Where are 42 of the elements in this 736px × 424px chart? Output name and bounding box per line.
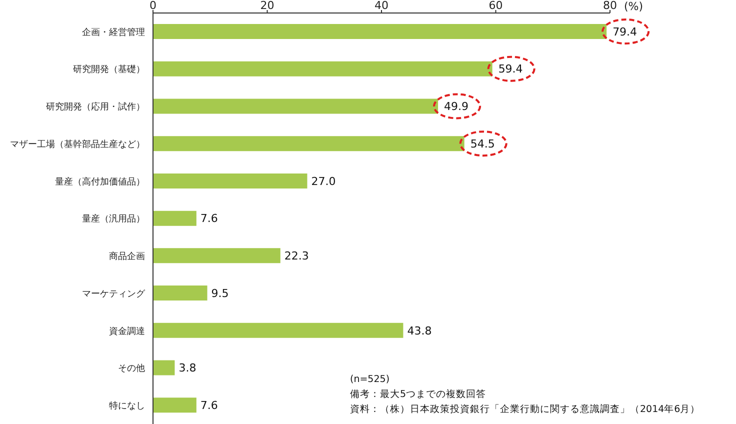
x-tick-label: 80 <box>603 0 617 12</box>
bar <box>153 61 492 76</box>
y-tick-label: 資金調達 <box>109 326 145 337</box>
annotation: 備考：最大5つまでの複数回答 <box>350 388 488 402</box>
data-label: 22.3 <box>284 250 309 263</box>
x-tick-label: 60 <box>488 0 503 12</box>
bar <box>153 173 308 188</box>
x-tick-label: 40 <box>374 0 388 12</box>
y-tick-label: マザー工場（基幹部品生産など） <box>10 138 145 150</box>
y-tick-label: 研究開発（応用・試作） <box>46 102 145 113</box>
bar <box>153 398 196 413</box>
y-tick-label: その他 <box>118 363 145 374</box>
annotation: 54.5 <box>470 137 495 150</box>
x-tick-label: 20 <box>260 0 274 12</box>
bar <box>153 210 196 226</box>
bar <box>153 286 208 301</box>
x-axis-title: (%) <box>624 0 644 13</box>
y-tick-label: 研究開発（基礎） <box>73 64 145 76</box>
y-tick-label: 企画・経営管理 <box>82 26 145 38</box>
bar <box>153 98 438 114</box>
data-label: 9.5 <box>211 286 229 300</box>
data-label: 3.8 <box>178 362 196 375</box>
y-tick-label: マーケティング <box>82 288 146 300</box>
annotation: 79.4 <box>612 25 638 38</box>
data-label: 27.0 <box>311 174 336 188</box>
annotation: 49.9 <box>444 100 469 114</box>
y-tick-label: 商品企画 <box>109 251 145 262</box>
data-label: 7.6 <box>200 398 218 412</box>
bar <box>153 248 280 264</box>
bar <box>153 136 464 152</box>
bar <box>153 322 404 338</box>
bar <box>153 24 607 39</box>
bar <box>153 360 175 376</box>
data-label: 43.8 <box>407 324 432 338</box>
y-tick-label: 量産（高付加価値品） <box>55 176 145 188</box>
y-tick-label: 特になし <box>109 400 145 412</box>
data-label: 7.6 <box>200 212 218 226</box>
annotation: 資料：（株）日本政策投資銀行「企業行動に関する意識調査」（2014年6月） <box>350 403 700 417</box>
x-tick-label: 0 <box>150 0 156 12</box>
y-tick-label: 量産（汎用品） <box>82 214 145 225</box>
annotation: (n=525) <box>350 373 391 387</box>
annotation: 59.4 <box>498 62 523 76</box>
